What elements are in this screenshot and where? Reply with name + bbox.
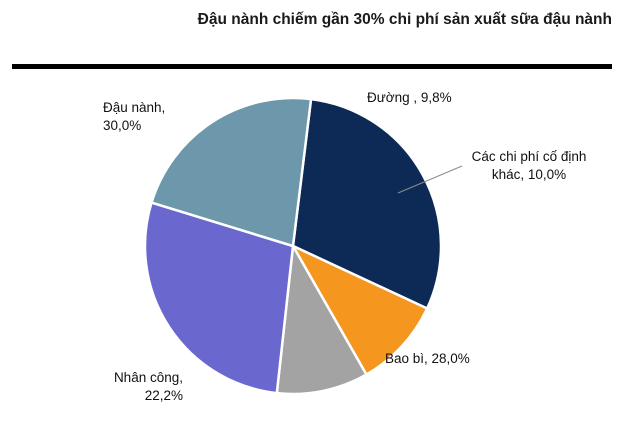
label-leader-line bbox=[397, 165, 463, 194]
pie-slice-nhan-cong bbox=[150, 96, 313, 248]
data-label-duong-9-8: Đường , 9,8% bbox=[367, 90, 452, 105]
pie-slice-bao-bi-28-0 bbox=[143, 201, 295, 395]
pie-slice-dau-nanh bbox=[291, 97, 443, 310]
data-label-dau-nanh: Đậu nành, 30,0% bbox=[103, 100, 165, 133]
chart-title: Đậu nành chiếm gần 30% chi phí sản xuất … bbox=[197, 11, 612, 28]
title-divider bbox=[12, 64, 612, 69]
data-label-cac-chi-phi-co-dinh: Các chi phí cố định khác, 10,0% bbox=[472, 149, 587, 182]
pie-slice-duong-9-8 bbox=[291, 244, 429, 376]
data-label-bao-bi-28-0: Bao bì, 28,0% bbox=[385, 351, 470, 366]
pie-slice-cac-chi-phi-co-dinh bbox=[275, 244, 368, 396]
data-label-nhan-cong: Nhân công, 22,2% bbox=[114, 370, 183, 403]
